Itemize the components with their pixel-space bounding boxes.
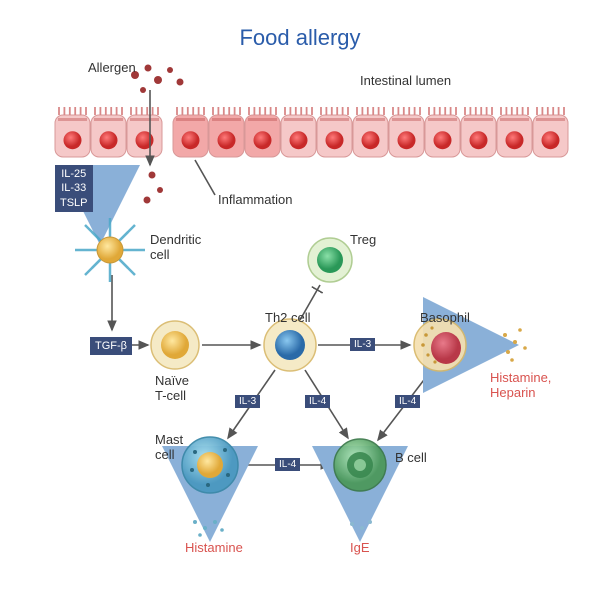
naive-tcell [151,321,199,369]
cytokine-il4-c: IL-4 [275,458,300,471]
cytokine-il25-il33-tslp: IL-25 IL-33 TSLP [55,165,93,212]
cytokine-il3-b: IL-3 [235,395,260,408]
label-intestinal-lumen: Intestinal lumen [360,73,451,88]
ige-particles [350,520,372,530]
th2-cell [264,319,316,371]
bcell [334,439,386,491]
label-allergen: Allergen [88,60,136,75]
label-th2: Th2 cell [265,310,311,325]
basophil-cell [414,319,466,371]
label-bcell: B cell [395,450,427,465]
label-ige: IgE [350,540,370,555]
label-mast: Mast cell [155,432,183,462]
label-histamine: Histamine [185,540,243,555]
label-treg: Treg [350,232,376,247]
label-naive-t: Naïve T-cell [155,373,189,403]
mast-granules [193,520,224,537]
release-arrows [210,345,495,518]
label-basophil: Basophil [420,310,470,325]
label-histamine-heparin: Histamine, Heparin [490,370,551,400]
dendritic-cell [75,218,145,282]
epithelium-row [55,107,568,157]
mast-cell [182,437,238,493]
cytokine-il4-a: IL-4 [305,395,330,408]
cytokine-il4-b: IL-4 [395,395,420,408]
cytokine-particles [93,168,114,194]
diagram-svg [0,0,600,600]
diagram-title: Food allergy [239,25,360,51]
cytokine-tgf-beta: TGF-β [90,337,132,355]
label-inflammation: Inflammation [218,192,292,207]
cytokine-il3-a: IL-3 [350,338,375,351]
basophil-granules [503,328,527,362]
label-dendritic: Dendritic cell [150,232,201,262]
treg-cell [308,238,352,282]
